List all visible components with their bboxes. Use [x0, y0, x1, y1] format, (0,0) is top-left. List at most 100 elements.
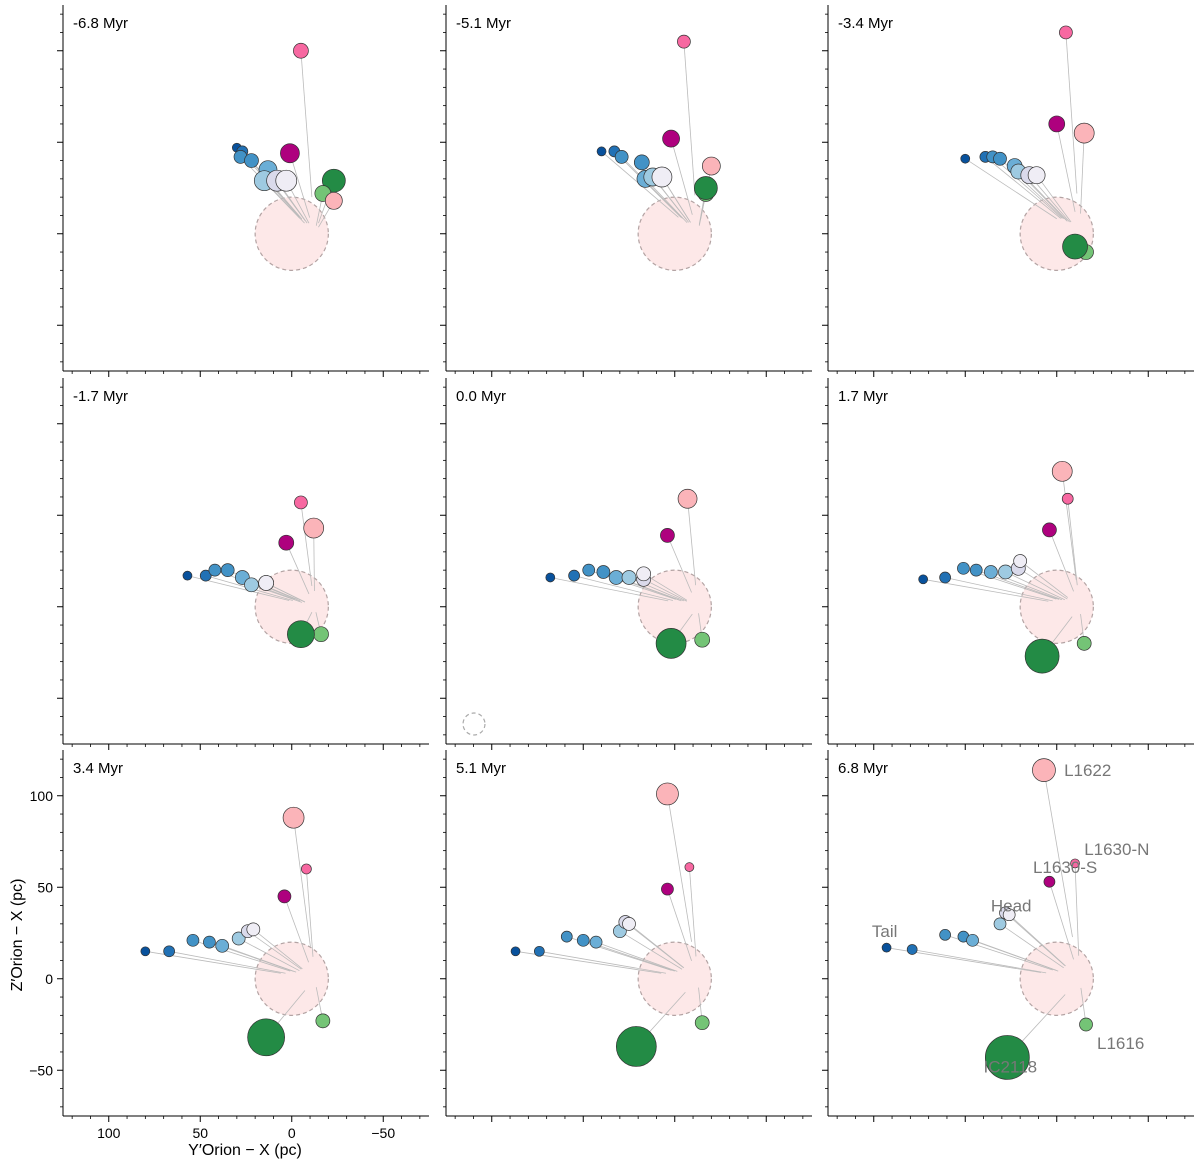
trajectory-line — [1074, 863, 1080, 956]
y-tick-label: 0 — [45, 971, 53, 987]
trajectory-line — [169, 950, 286, 974]
bubble-region — [1019, 196, 1094, 271]
data-point — [694, 631, 711, 648]
panel-4: -1.7 Myr — [57, 378, 429, 750]
data-point — [596, 565, 611, 579]
trajectory-line — [222, 945, 297, 973]
data-point — [660, 528, 675, 543]
trajectory-line — [985, 156, 1062, 219]
panel-3: -3.4 Myr — [822, 5, 1194, 377]
data-point — [677, 488, 698, 509]
data-point — [960, 153, 971, 164]
trajectory-line — [1056, 123, 1076, 212]
data-point — [244, 153, 259, 168]
bubble-region — [254, 196, 329, 271]
trajectory-line — [574, 575, 674, 601]
panel-title: 0.0 Myr — [456, 388, 506, 405]
data-point — [622, 916, 636, 931]
annotation-label: L1630-N — [1084, 840, 1149, 859]
data-point — [313, 626, 329, 643]
data-point — [1043, 875, 1056, 888]
x-tick-label: 0 — [288, 1125, 296, 1141]
data-point — [246, 922, 261, 937]
data-point — [651, 166, 673, 188]
x-tick-label: 100 — [97, 1125, 121, 1141]
data-point — [1059, 25, 1073, 40]
data-point — [957, 561, 970, 575]
data-point — [163, 945, 175, 958]
panel-title: 1.7 Myr — [838, 388, 888, 405]
data-point — [560, 930, 573, 943]
trajectory-line — [253, 929, 303, 970]
trajectory-line — [539, 950, 667, 974]
trajectory-line — [1019, 560, 1068, 598]
data-point — [294, 495, 308, 510]
y-axis-label: Z′Orion − X (pc) — [9, 879, 26, 992]
trajectory-line — [550, 577, 669, 602]
trajectory-line — [289, 153, 311, 218]
data-point — [282, 806, 305, 829]
data-point — [881, 942, 892, 953]
trajectory-line — [1067, 498, 1078, 586]
trajectory-line — [238, 938, 300, 972]
annotation-label: IC2118 — [984, 1058, 1038, 1077]
data-point — [966, 933, 979, 947]
data-point — [1042, 522, 1057, 538]
data-point — [701, 156, 721, 176]
data-point — [694, 176, 718, 200]
trajectory-line — [1018, 567, 1068, 600]
panel-title: -6.8 Myr — [73, 15, 128, 32]
y-tick-label: 100 — [30, 788, 54, 804]
trajectory-line — [284, 896, 309, 963]
trajectory-line — [667, 793, 692, 942]
data-point — [1048, 115, 1066, 133]
trajectory-line — [628, 923, 685, 969]
data-point — [287, 620, 315, 649]
bubble-region — [637, 941, 712, 1016]
data-point — [633, 154, 650, 171]
x-axis-label: Y′Orion − X (pc) — [188, 1142, 302, 1159]
trajectory-line — [621, 156, 683, 219]
annotation-label: Head — [991, 897, 1032, 916]
bubble-region — [637, 196, 712, 271]
panel-title: -3.4 Myr — [838, 15, 893, 32]
panel-7: 100 50 0 −50 −50 0 50 100 3.4 Myr — [29, 750, 429, 1141]
x-tick-label: −50 — [371, 1125, 395, 1141]
data-point — [694, 1015, 710, 1031]
data-point — [608, 570, 624, 585]
trajectory-line — [285, 542, 310, 595]
trajectory-line — [1061, 471, 1077, 580]
annotation-label: L1622 — [1064, 761, 1111, 780]
data-point — [231, 931, 246, 946]
data-point — [939, 571, 951, 584]
trajectory-line — [999, 923, 1064, 969]
data-point — [614, 150, 629, 164]
bubble-region — [1019, 941, 1094, 1016]
data-point — [589, 935, 603, 949]
data-point — [293, 42, 309, 59]
annotation-label: Tail — [872, 922, 898, 941]
data-point — [662, 129, 680, 148]
data-point — [655, 627, 687, 659]
data-point — [182, 570, 193, 581]
reference-circle — [462, 712, 486, 736]
panel-1: -6.8 Myr — [57, 5, 429, 377]
data-point — [510, 946, 521, 957]
data-point — [1024, 638, 1060, 674]
data-point — [1076, 635, 1092, 651]
data-point — [140, 946, 151, 957]
panel-title: -5.1 Myr — [456, 15, 511, 32]
panel-6: 1.7 Myr — [822, 378, 1194, 750]
trajectory-line — [687, 498, 697, 586]
data-point — [1027, 166, 1046, 185]
panel-title: 3.4 Myr — [73, 760, 123, 777]
data-point — [258, 575, 274, 591]
trajectory-line — [643, 578, 688, 602]
trajectory-line — [992, 156, 1063, 219]
data-point — [303, 517, 325, 539]
bubble-region — [254, 941, 329, 1016]
y-tick-label: 50 — [37, 879, 53, 895]
trajectory-line — [300, 502, 313, 586]
data-point — [199, 569, 212, 582]
